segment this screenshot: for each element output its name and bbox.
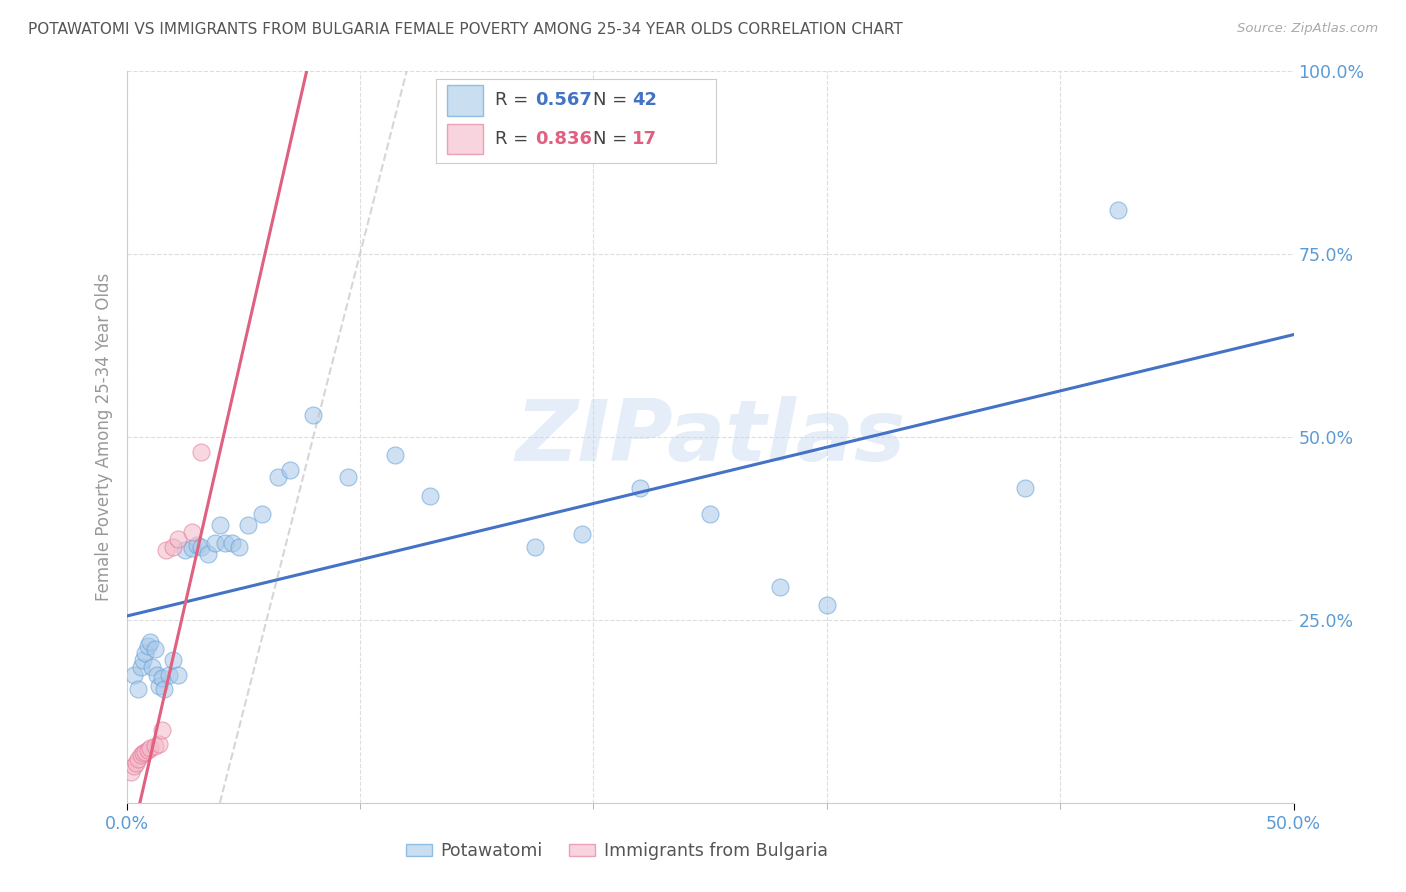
Point (146, 667, 169, 681)
Point (127, 752, 149, 766)
Point (523, 540, 546, 554)
Point (337, 470, 360, 484)
Point (139, 635, 162, 649)
Point (148, 737, 170, 751)
Point (150, 672, 173, 686)
Point (132, 653, 155, 667)
Point (155, 543, 177, 558)
Point (153, 682, 176, 697)
Point (302, 408, 325, 422)
Point (125, 756, 148, 770)
Point (132, 746, 155, 760)
Point (250, 507, 273, 521)
Text: ZIPatlas: ZIPatlas (515, 395, 905, 479)
Point (167, 667, 190, 681)
Y-axis label: Female Poverty Among 25-34 Year Olds: Female Poverty Among 25-34 Year Olds (94, 273, 112, 601)
Legend: Potawatomi, Immigrants from Bulgaria: Potawatomi, Immigrants from Bulgaria (399, 836, 835, 867)
Point (1108, 203, 1130, 218)
Point (129, 748, 152, 763)
Point (221, 536, 243, 550)
Point (167, 533, 190, 547)
Point (236, 517, 259, 532)
Point (157, 667, 180, 681)
Point (228, 540, 250, 554)
Text: Source: ZipAtlas.com: Source: ZipAtlas.com (1237, 22, 1378, 36)
Point (141, 660, 163, 674)
Point (134, 745, 156, 759)
Point (136, 639, 159, 653)
Point (571, 526, 593, 541)
Text: POTAWATOMI VS IMMIGRANTS FROM BULGARIA FEMALE POVERTY AMONG 25-34 YEAR OLDS CORR: POTAWATOMI VS IMMIGRANTS FROM BULGARIA F… (28, 22, 903, 37)
Point (699, 507, 721, 521)
Point (134, 646, 156, 660)
Point (162, 540, 184, 554)
Point (143, 739, 166, 753)
Point (214, 536, 236, 550)
Point (419, 489, 441, 503)
Point (180, 525, 202, 540)
Point (127, 682, 149, 697)
Point (628, 481, 651, 495)
Point (204, 536, 226, 550)
Point (139, 740, 162, 755)
Point (122, 667, 145, 681)
Point (815, 599, 838, 613)
Point (120, 765, 142, 780)
Point (278, 463, 301, 477)
Point (136, 743, 159, 757)
Point (150, 723, 173, 737)
Point (769, 580, 792, 594)
Point (174, 543, 197, 558)
Point (267, 470, 290, 484)
Point (190, 444, 212, 458)
Point (384, 449, 406, 463)
Point (190, 540, 212, 554)
Point (197, 547, 219, 561)
Point (148, 679, 170, 693)
Point (180, 541, 202, 556)
Point (143, 642, 166, 657)
Point (122, 759, 145, 773)
Point (162, 653, 184, 667)
Point (186, 538, 208, 552)
Point (1014, 481, 1036, 495)
Point (129, 660, 152, 674)
Point (208, 517, 231, 532)
